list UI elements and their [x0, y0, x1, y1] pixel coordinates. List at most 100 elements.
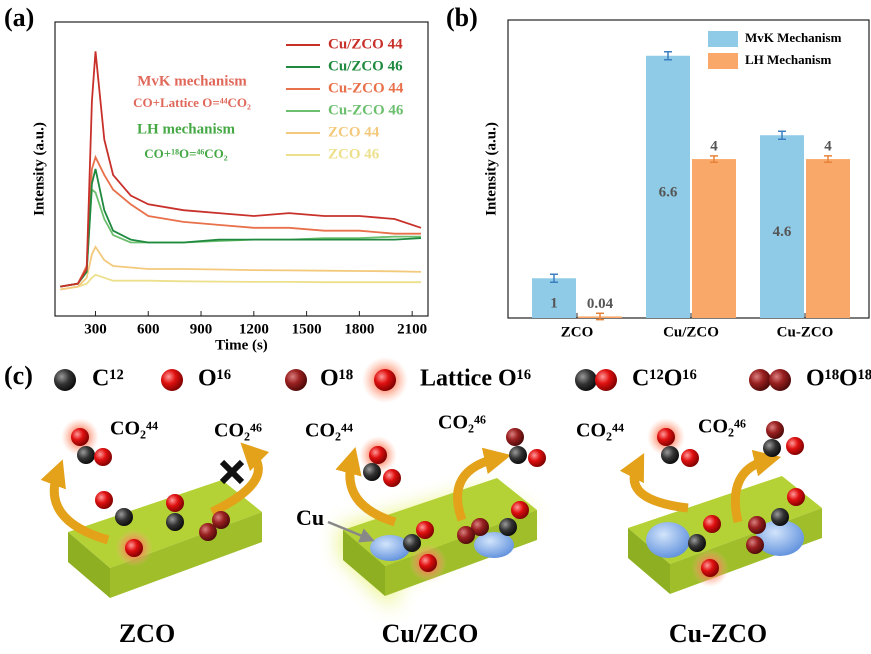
molecule-label: CO₂⁴⁶: [438, 412, 486, 434]
legend-label: Cu-ZCO 46: [328, 102, 404, 118]
value-label: 0.04: [587, 296, 614, 312]
y-axis-label: Intensity (a.u.): [483, 122, 499, 216]
carbon: [77, 446, 95, 464]
carbon: [499, 518, 517, 536]
carbon: [115, 508, 133, 526]
diagram: C¹² O¹⁶ O¹⁸ Lattice O¹⁶ C¹²O¹⁶ O¹⁸O¹⁸: [54, 357, 871, 648]
error-bar: [596, 313, 604, 319]
caption: ZCO: [119, 619, 175, 648]
series-line: [60, 190, 421, 287]
oxygen: [786, 437, 804, 455]
oxygen-18: [769, 369, 791, 391]
carbon: [54, 369, 76, 391]
oxygen: [657, 428, 675, 446]
x-axis-label: Time (s): [215, 337, 268, 353]
carbon: [363, 463, 381, 481]
x-tick-label: Cu/ZCO: [663, 324, 719, 340]
carbon: [688, 534, 706, 552]
oxygen: [416, 521, 434, 539]
bar: [806, 159, 850, 318]
oxygen-18: [199, 523, 217, 541]
x-tick-label: 2100: [397, 321, 427, 337]
oxygen: [95, 491, 113, 509]
oxygen: [528, 449, 546, 467]
legend-label: Cu/ZCO 44: [328, 36, 403, 52]
panel-label: (b): [446, 3, 478, 32]
value-label: 1: [550, 296, 558, 312]
annotation: CO+Lattice O=⁴⁴CO₂: [133, 95, 251, 110]
panel-label: (c): [4, 361, 33, 390]
caption: Cu/ZCO: [382, 619, 479, 648]
oxygen: [703, 515, 721, 533]
legend-text: C¹²O¹⁶: [632, 366, 697, 392]
oxygen: [787, 488, 805, 506]
oxygen-18: [457, 526, 475, 544]
annotation: CO+¹⁸O=⁴⁶CO₂: [144, 146, 228, 161]
x-tick-label: 1500: [292, 321, 322, 337]
legend-label: ZCO 46: [328, 146, 380, 162]
oxygen-18: [749, 369, 771, 391]
line-chart: 300 600 900 1200 1500 1800 2100 Time (s) Intensi…: [31, 22, 428, 353]
molecule-label: CO₂⁴⁴: [305, 420, 353, 442]
oxygen: [125, 539, 143, 557]
series-line: [60, 169, 421, 287]
carbon: [575, 369, 597, 391]
x-tick-label: 300: [84, 321, 107, 337]
annotation: MvK mechanism: [137, 73, 247, 89]
x-tick-label: 1800: [344, 321, 374, 337]
carbon: [509, 446, 527, 464]
molecule-label: CO₂⁴⁴: [110, 418, 158, 440]
legend-text: Lattice O¹⁶: [420, 366, 531, 392]
cross: [222, 462, 242, 482]
oxygen: [71, 428, 89, 446]
molecule-label: CO₂⁴⁶: [698, 416, 746, 438]
x-tick-label: 900: [190, 321, 213, 337]
figure: (a) (b) (c) C¹² O¹⁶ O¹⁸ Lattice O¹⁶ C¹²O…: [0, 0, 871, 654]
x-tick-label: ZCO: [561, 324, 594, 340]
oxygen: [374, 369, 396, 391]
value-label: 6.6: [659, 184, 678, 200]
legend-swatch: [708, 31, 738, 47]
x-tick-label: 1200: [239, 321, 269, 337]
legend-label: ZCO 44: [328, 124, 380, 140]
value-label: 4: [824, 139, 832, 155]
x-tick-label: 600: [137, 321, 160, 337]
cu-particle: [646, 522, 690, 558]
captions: ZCO Cu/ZCO Cu-ZCO: [119, 619, 767, 648]
carbon: [763, 439, 781, 457]
molecule-label: CO₂⁴⁶: [214, 420, 262, 442]
oxygen: [94, 448, 112, 466]
molecule-label: CO₂⁴⁴: [576, 420, 624, 442]
oxygen: [511, 501, 529, 519]
oxygen: [419, 554, 437, 572]
oxygen-18: [285, 369, 307, 391]
oxygen: [166, 494, 184, 512]
carbon: [661, 446, 679, 464]
legend-text: O¹⁸O¹⁸: [806, 366, 871, 392]
legend-swatch: [708, 53, 738, 69]
legend-label: Cu/ZCO 46: [328, 58, 403, 74]
panel-label: (a): [4, 3, 34, 32]
oxygen: [161, 369, 183, 391]
y-axis-label: Intensity (a.u.): [31, 122, 47, 216]
carbon: [166, 513, 184, 531]
cu-label: Cu: [296, 505, 324, 530]
legend-label: Cu-ZCO 44: [328, 80, 404, 96]
x-tick-label: Cu-ZCO: [777, 324, 834, 340]
legend-label: MvK Mechanism: [745, 30, 842, 45]
value-label: 4: [710, 139, 718, 155]
oxygen: [383, 469, 401, 487]
oxygen-18: [746, 536, 764, 554]
carbon: [771, 508, 789, 526]
oxygen: [595, 369, 617, 391]
bar-chart: Intensity (a.u.) ZCO1 0.04 Cu/ZCO 6.6 4 Cu-ZCO…: [483, 20, 869, 340]
arrow: [634, 465, 688, 508]
legend-label: LH Mechanism: [745, 52, 831, 67]
oxygen-18: [506, 428, 524, 446]
legend-text: O¹⁸: [320, 366, 353, 392]
annotation: LH mechanism: [137, 121, 235, 137]
oxygen: [701, 559, 719, 577]
series-line: [60, 275, 421, 290]
caption: Cu-ZCO: [669, 619, 767, 648]
slabs: [68, 476, 822, 610]
